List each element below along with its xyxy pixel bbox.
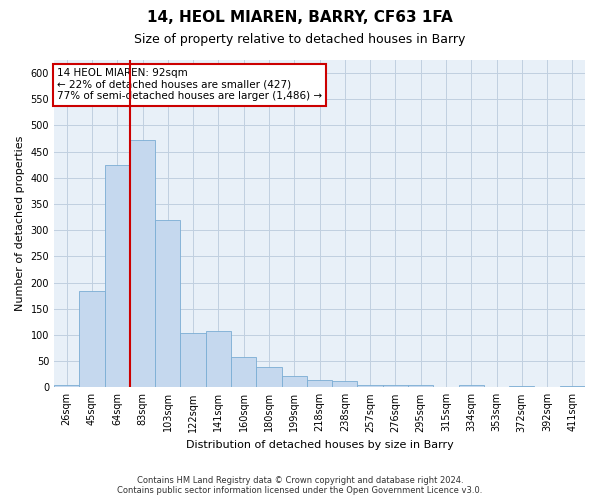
Text: Size of property relative to detached houses in Barry: Size of property relative to detached ho… <box>134 32 466 46</box>
Bar <box>54 384 79 388</box>
Text: Contains HM Land Registry data © Crown copyright and database right 2024.
Contai: Contains HM Land Registry data © Crown c… <box>118 476 482 495</box>
Bar <box>408 384 433 388</box>
Bar <box>332 381 358 388</box>
X-axis label: Distribution of detached houses by size in Barry: Distribution of detached houses by size … <box>185 440 454 450</box>
Bar <box>256 368 281 388</box>
Bar <box>307 380 332 388</box>
Text: 14 HEOL MIAREN: 92sqm
← 22% of detached houses are smaller (427)
77% of semi-det: 14 HEOL MIAREN: 92sqm ← 22% of detached … <box>56 68 322 102</box>
Bar <box>458 385 484 388</box>
Text: 14, HEOL MIAREN, BARRY, CF63 1FA: 14, HEOL MIAREN, BARRY, CF63 1FA <box>147 10 453 25</box>
Bar <box>206 332 231 388</box>
Bar <box>130 140 155 388</box>
Bar <box>383 384 408 388</box>
Bar <box>231 358 256 388</box>
Bar <box>358 384 383 388</box>
Bar <box>155 220 181 388</box>
Y-axis label: Number of detached properties: Number of detached properties <box>15 136 25 312</box>
Bar <box>281 376 307 388</box>
Bar <box>79 292 104 388</box>
Bar <box>509 386 535 388</box>
Bar <box>181 334 206 388</box>
Bar <box>560 386 585 388</box>
Bar <box>104 164 130 388</box>
